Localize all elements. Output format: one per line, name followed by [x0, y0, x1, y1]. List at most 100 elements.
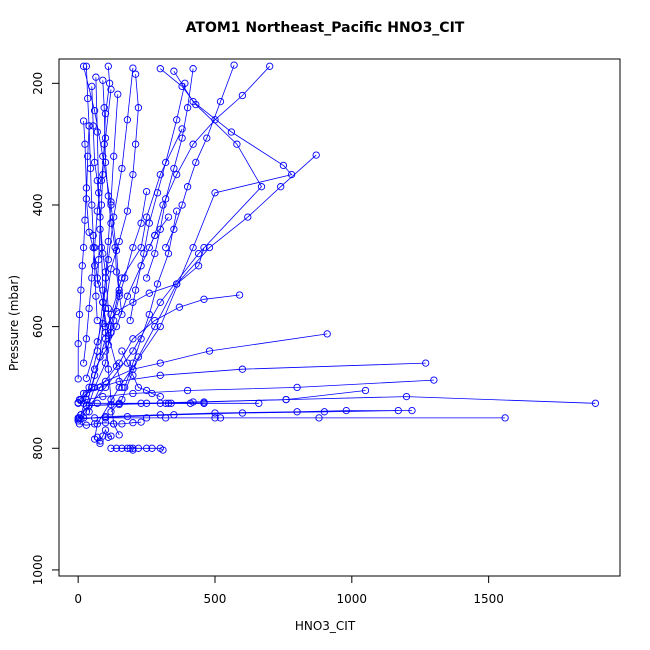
data-point — [115, 359, 123, 367]
y-tick-label: 200 — [31, 72, 45, 95]
data-point — [315, 414, 323, 422]
data-point — [118, 310, 126, 319]
data-point — [194, 249, 203, 258]
data-point — [203, 134, 211, 142]
data-point — [110, 316, 118, 325]
data-point — [129, 347, 137, 355]
series-13 — [77, 359, 430, 404]
data-point — [170, 67, 178, 75]
data-point — [104, 256, 112, 264]
data-point — [90, 365, 99, 373]
series-line — [121, 350, 161, 397]
data-point — [79, 117, 88, 125]
y-tick-label: 1000 — [31, 555, 45, 586]
data-point — [118, 420, 126, 428]
data-point — [244, 213, 252, 221]
data-point — [96, 225, 104, 233]
series-37 — [162, 399, 208, 407]
data-point — [107, 329, 115, 337]
data-point — [84, 94, 92, 103]
data-point — [162, 195, 170, 203]
data-point — [192, 158, 200, 167]
series-33 — [118, 444, 167, 454]
data-point — [129, 335, 137, 343]
data-point — [266, 62, 274, 70]
data-point — [126, 316, 134, 325]
data-point — [107, 395, 115, 404]
series-28 — [88, 82, 115, 337]
data-point — [104, 237, 112, 246]
data-point — [129, 243, 137, 252]
data-point — [342, 406, 350, 415]
series-27 — [99, 76, 126, 319]
data-point — [88, 201, 96, 209]
data-point — [96, 383, 104, 392]
data-point — [255, 399, 263, 407]
data-point — [107, 265, 115, 273]
data-point — [74, 340, 82, 348]
data-point — [142, 187, 151, 196]
data-point — [142, 444, 151, 452]
data-point — [90, 107, 99, 115]
series-line — [148, 66, 270, 248]
series-line — [77, 120, 87, 379]
data-point — [148, 389, 156, 398]
data-point — [279, 161, 288, 170]
data-point — [162, 414, 170, 422]
series-line — [80, 410, 412, 420]
data-point — [164, 213, 173, 221]
series-38 — [118, 347, 164, 401]
data-point — [170, 225, 178, 233]
data-point — [312, 151, 320, 159]
data-point — [145, 289, 153, 297]
series-30 — [93, 62, 114, 288]
data-point — [501, 414, 509, 422]
data-point — [78, 262, 86, 270]
data-point — [186, 399, 195, 407]
data-point — [189, 243, 197, 252]
data-point — [114, 90, 122, 98]
data-point — [99, 286, 107, 294]
series-line — [86, 66, 98, 321]
data-point — [93, 176, 101, 185]
data-point — [123, 292, 132, 300]
data-point — [101, 377, 110, 386]
series-line — [96, 66, 111, 285]
data-point — [75, 310, 84, 319]
data-point — [156, 65, 164, 73]
x-tick-label: 1000 — [337, 592, 368, 606]
data-point — [140, 249, 148, 258]
data-point — [156, 371, 164, 379]
series-line — [80, 94, 119, 400]
data-point — [205, 347, 214, 355]
series-35 — [93, 426, 115, 445]
data-point — [82, 421, 91, 429]
data-point — [137, 335, 145, 343]
series-14 — [74, 376, 438, 407]
data-point — [129, 359, 137, 367]
data-point — [99, 392, 107, 401]
series-line — [79, 333, 328, 400]
data-point — [107, 432, 115, 440]
data-point — [282, 395, 290, 404]
data-point — [175, 303, 184, 311]
series-39 — [126, 79, 189, 325]
data-point — [74, 399, 82, 407]
data-point — [79, 399, 88, 407]
data-point — [99, 432, 107, 440]
data-point — [183, 104, 192, 112]
data-point — [323, 330, 331, 338]
series-31 — [142, 65, 197, 282]
data-point — [99, 76, 107, 84]
series-line — [146, 68, 194, 279]
data-point — [430, 376, 438, 384]
data-point — [153, 189, 162, 197]
series-line — [94, 70, 293, 444]
data-point — [85, 122, 93, 130]
data-point — [112, 268, 121, 276]
data-point — [77, 286, 85, 294]
data-point — [82, 62, 91, 70]
series-line — [86, 390, 366, 407]
data-point — [142, 386, 151, 395]
